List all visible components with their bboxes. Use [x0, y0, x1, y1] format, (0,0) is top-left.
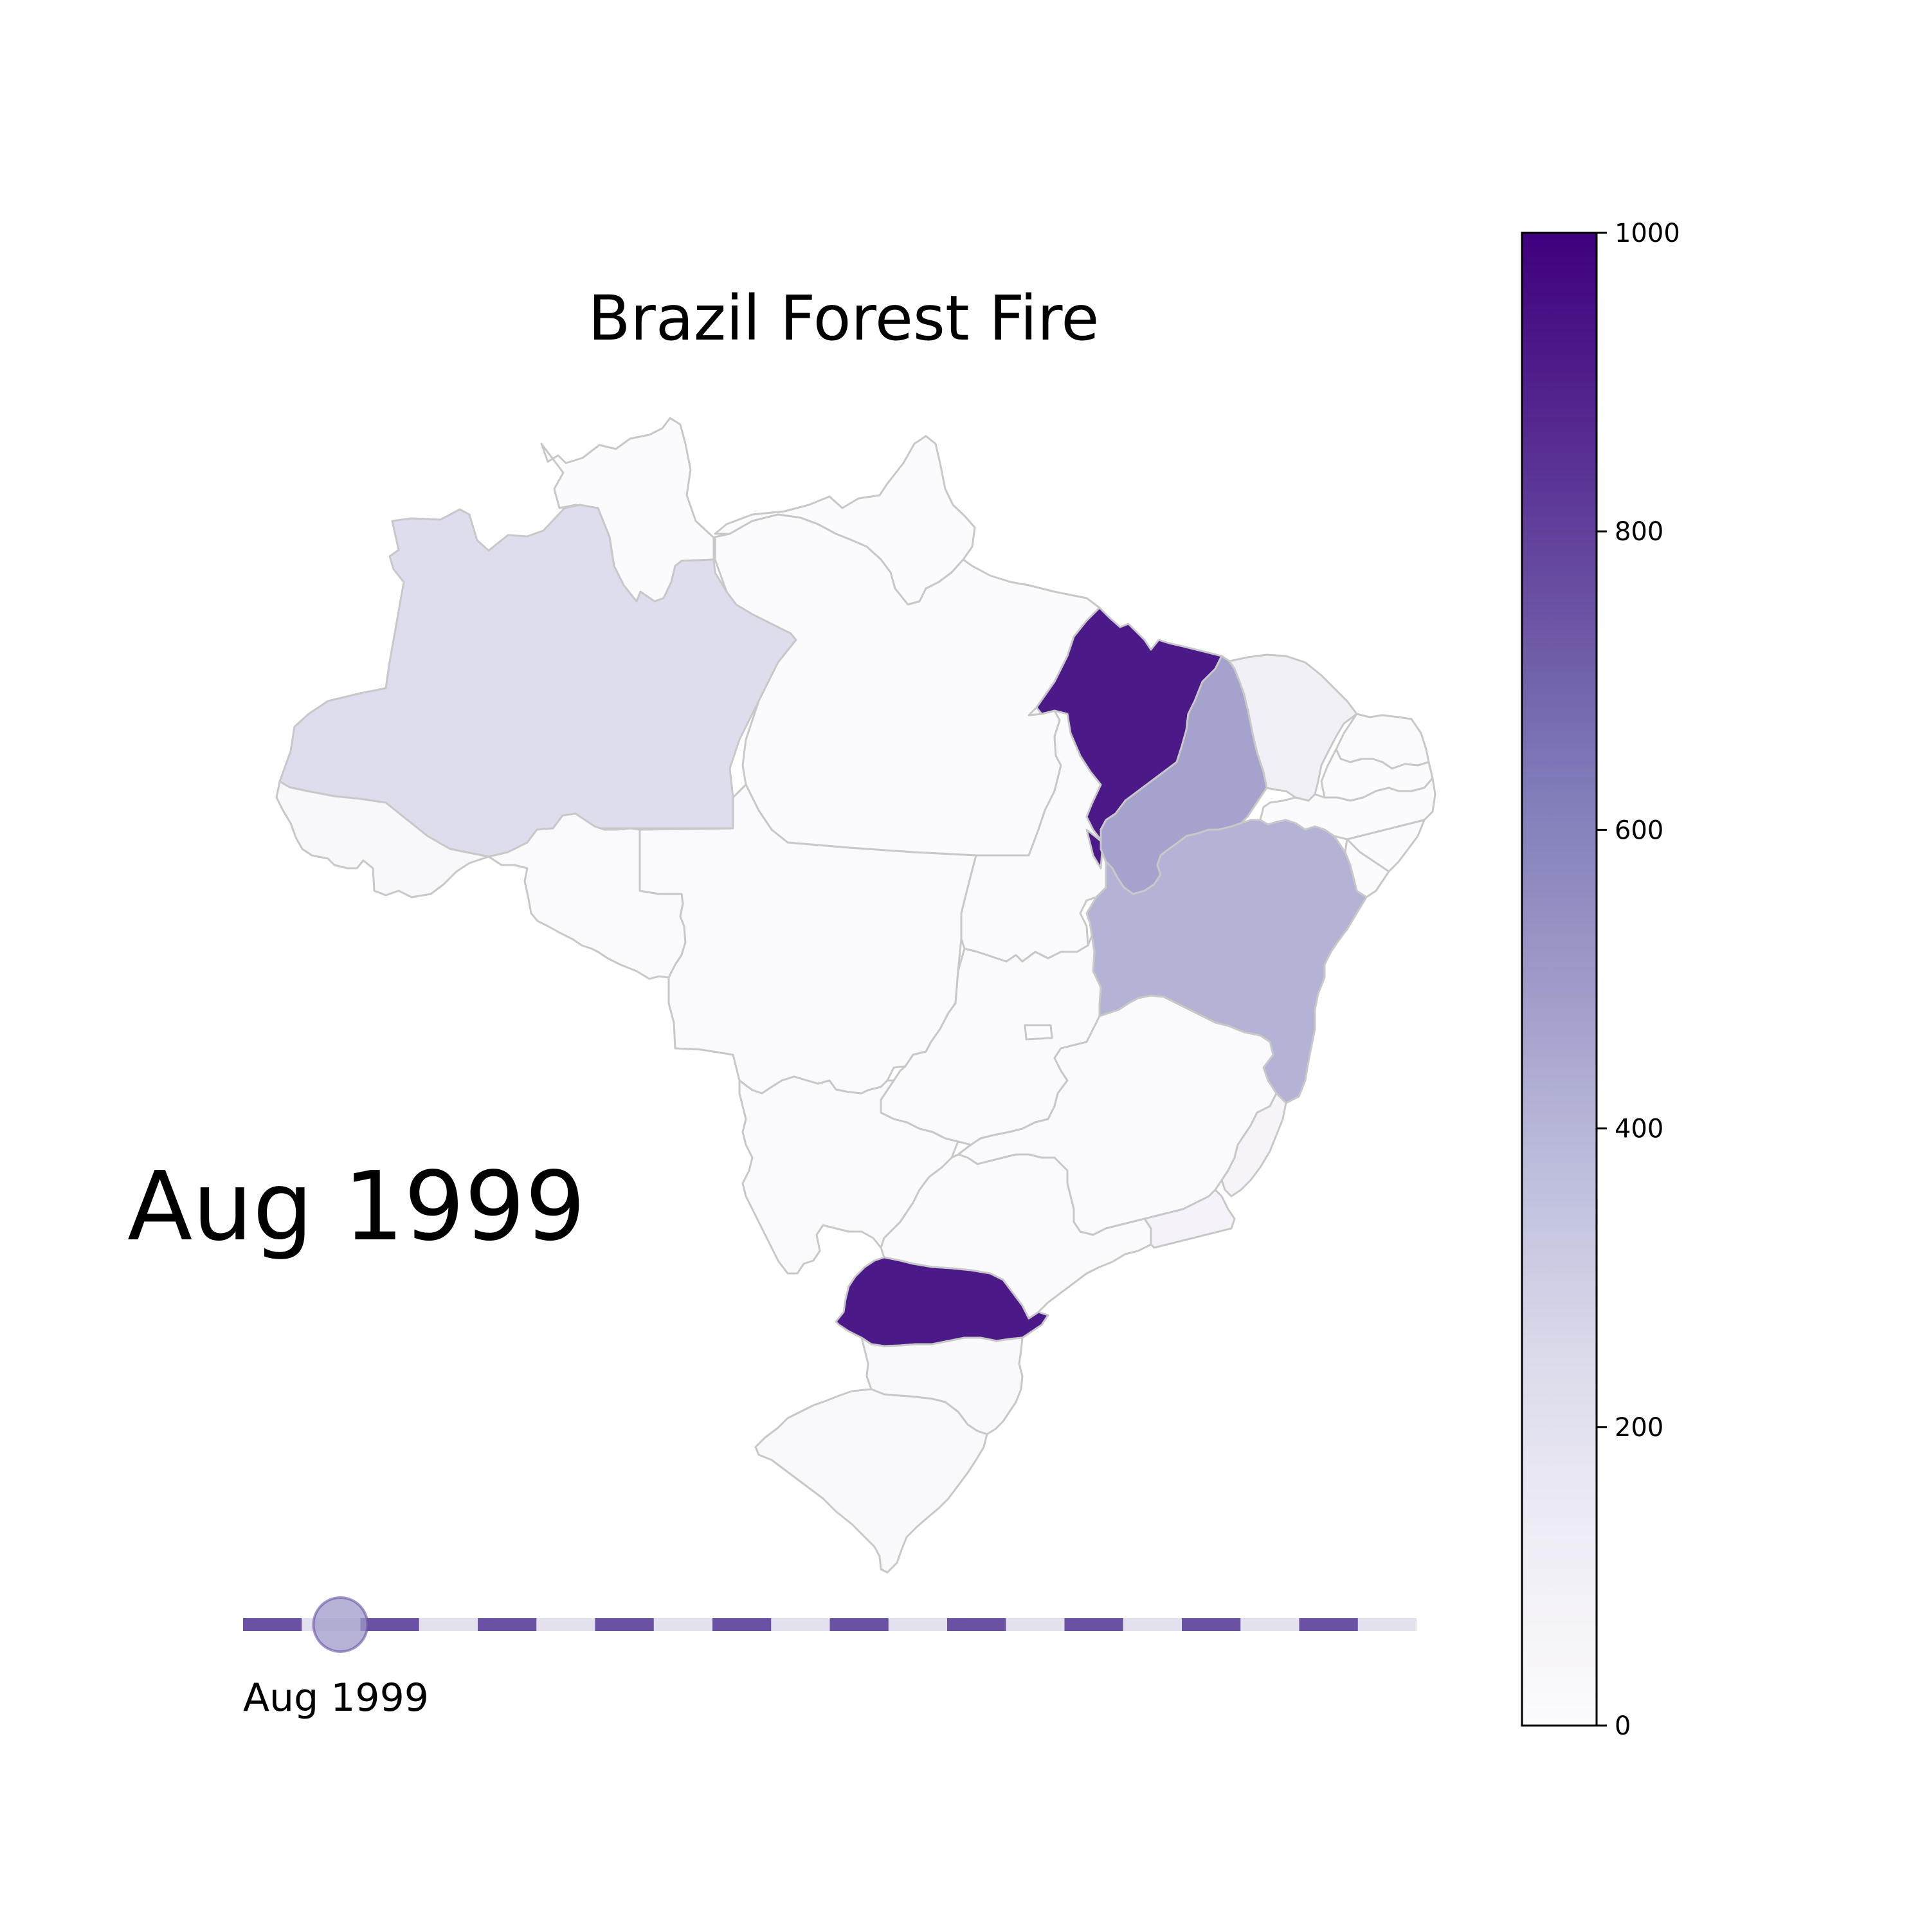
state-sao-paulo	[880, 1153, 1152, 1320]
timeline-slider[interactable]	[243, 1596, 1417, 1653]
map-title: Brazil Forest Fire	[588, 282, 1100, 354]
colorbar-gradient	[1521, 232, 1598, 1727]
state-rio-grande-do-norte	[1335, 713, 1430, 770]
colorbar-tick-label: 400	[1615, 1115, 1663, 1144]
period-label: Aug 1999	[127, 1151, 586, 1262]
colorbar-ticks: 0 200 400 600 800 1000	[1597, 219, 1680, 1741]
state-rio-de-janeiro	[1143, 1189, 1236, 1249]
colorbar: 0 200 400 600 800 1000	[1521, 219, 1680, 1741]
state-rio-grande-do-sul	[754, 1388, 988, 1574]
timeline-handle[interactable]	[312, 1596, 369, 1653]
slider-period-label: Aug 1999	[243, 1675, 429, 1720]
colorbar-tick-label: 800	[1615, 517, 1663, 547]
state-acre	[275, 780, 490, 898]
brazil-states-layer	[275, 417, 1436, 1574]
state-espirito-santo	[1220, 1092, 1287, 1198]
colorbar-tick-label: 600	[1615, 816, 1663, 845]
colorbar-tick-label: 1000	[1615, 219, 1680, 248]
state-ceara	[1228, 653, 1358, 802]
state-distrito-federal	[1024, 1024, 1053, 1041]
colorbar-tick-label: 200	[1615, 1413, 1663, 1443]
colorbar-tick-label: 0	[1615, 1711, 1631, 1741]
